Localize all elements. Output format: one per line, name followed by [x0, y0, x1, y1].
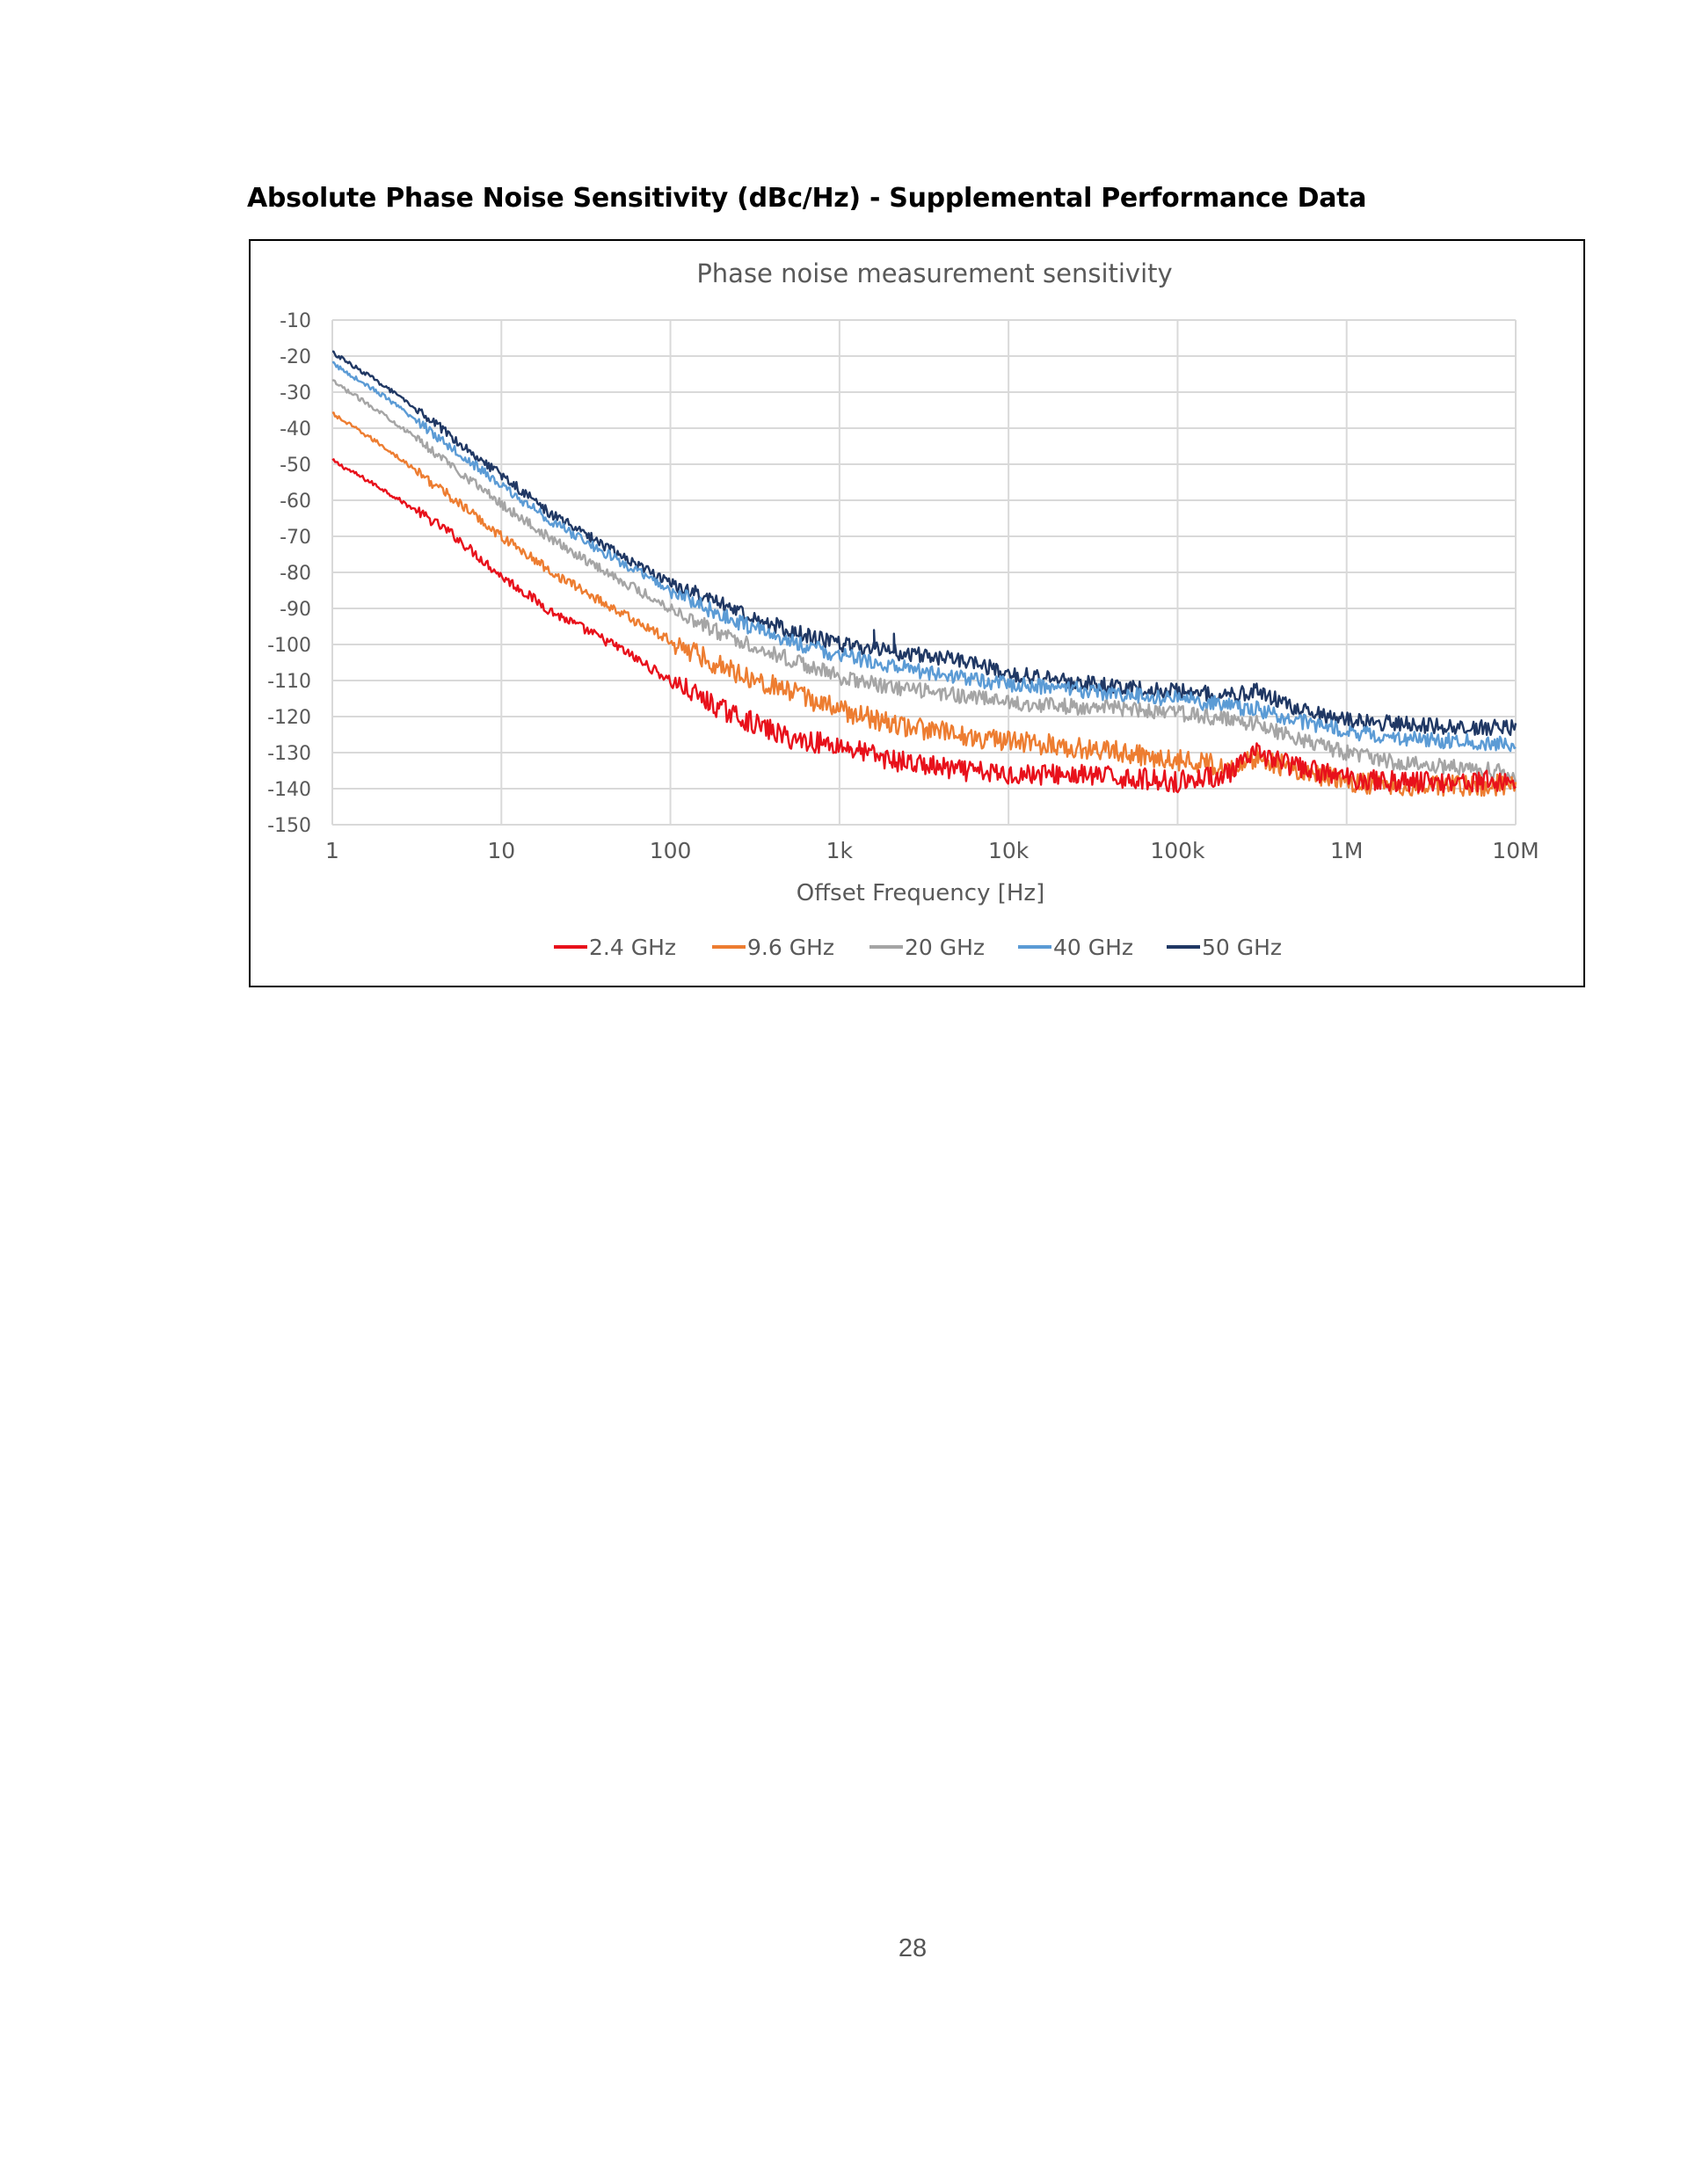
y-tick-label: -60 — [280, 491, 311, 513]
y-tick-label: -40 — [280, 419, 311, 440]
y-tick-label: -90 — [280, 599, 311, 621]
y-tick-label: -120 — [267, 707, 311, 729]
y-tick-label: -100 — [267, 635, 311, 657]
y-tick-label: -110 — [267, 671, 311, 693]
section-heading: Absolute Phase Noise Sensitivity (dBc/Hz… — [247, 183, 1367, 214]
legend-label: 9.6 GHz — [747, 935, 834, 960]
x-tick-label: 10k — [988, 838, 1030, 863]
x-tick-label: 10 — [487, 838, 515, 863]
y-tick-label: -140 — [267, 779, 311, 801]
y-tick-label: -130 — [267, 743, 311, 765]
x-tick-label: 1M — [1330, 838, 1363, 863]
x-tick-label: 100k — [1150, 838, 1205, 863]
y-tick-label: -80 — [280, 563, 311, 585]
legend-label: 20 GHz — [905, 935, 985, 960]
x-axis-label: Offset Frequency [Hz] — [797, 880, 1044, 906]
series-line — [331, 379, 1517, 783]
y-tick-label: -50 — [280, 455, 311, 477]
x-tick-label: 1 — [325, 838, 339, 863]
legend-label: 40 GHz — [1053, 935, 1133, 960]
series-lines — [331, 350, 1517, 797]
legend-label: 2.4 GHz — [589, 935, 676, 960]
legend-label: 50 GHz — [1202, 935, 1282, 960]
x-tick-label: 10M — [1492, 838, 1539, 863]
y-axis-tick-labels: -10 -20 -30 -40 -50 -60 -70 -80 -90 -100 -110 -120 -… — [267, 310, 311, 837]
x-tick-label: 100 — [650, 838, 692, 863]
phase-noise-chart: Phase noise measurement sensitivity -10-… — [267, 258, 1539, 960]
series-line — [331, 411, 1517, 797]
chart-frame: Phase noise measurement sensitivity -10-… — [249, 239, 1585, 987]
y-tick-label: -30 — [280, 382, 311, 404]
y-tick-label: -10 — [280, 310, 311, 332]
page-number: 28 — [898, 1934, 928, 1962]
y-tick-label: -150 — [267, 815, 311, 837]
series-line — [331, 458, 1517, 794]
x-tick-label: 1k — [826, 838, 854, 863]
legend: 2.4 GHz 9.6 GHz 20 GHz 40 GHz 50 GHz — [554, 935, 1282, 960]
grid-lines — [331, 319, 1517, 826]
chart-title: Phase noise measurement sensitivity — [696, 258, 1172, 288]
x-axis-tick-labels: 1 10 100 1k 10k 100k 1M 10M — [325, 838, 1539, 863]
y-tick-label: -70 — [280, 527, 311, 549]
y-tick-label: -20 — [280, 346, 311, 368]
series-line — [331, 350, 1517, 737]
series-line — [331, 360, 1517, 753]
